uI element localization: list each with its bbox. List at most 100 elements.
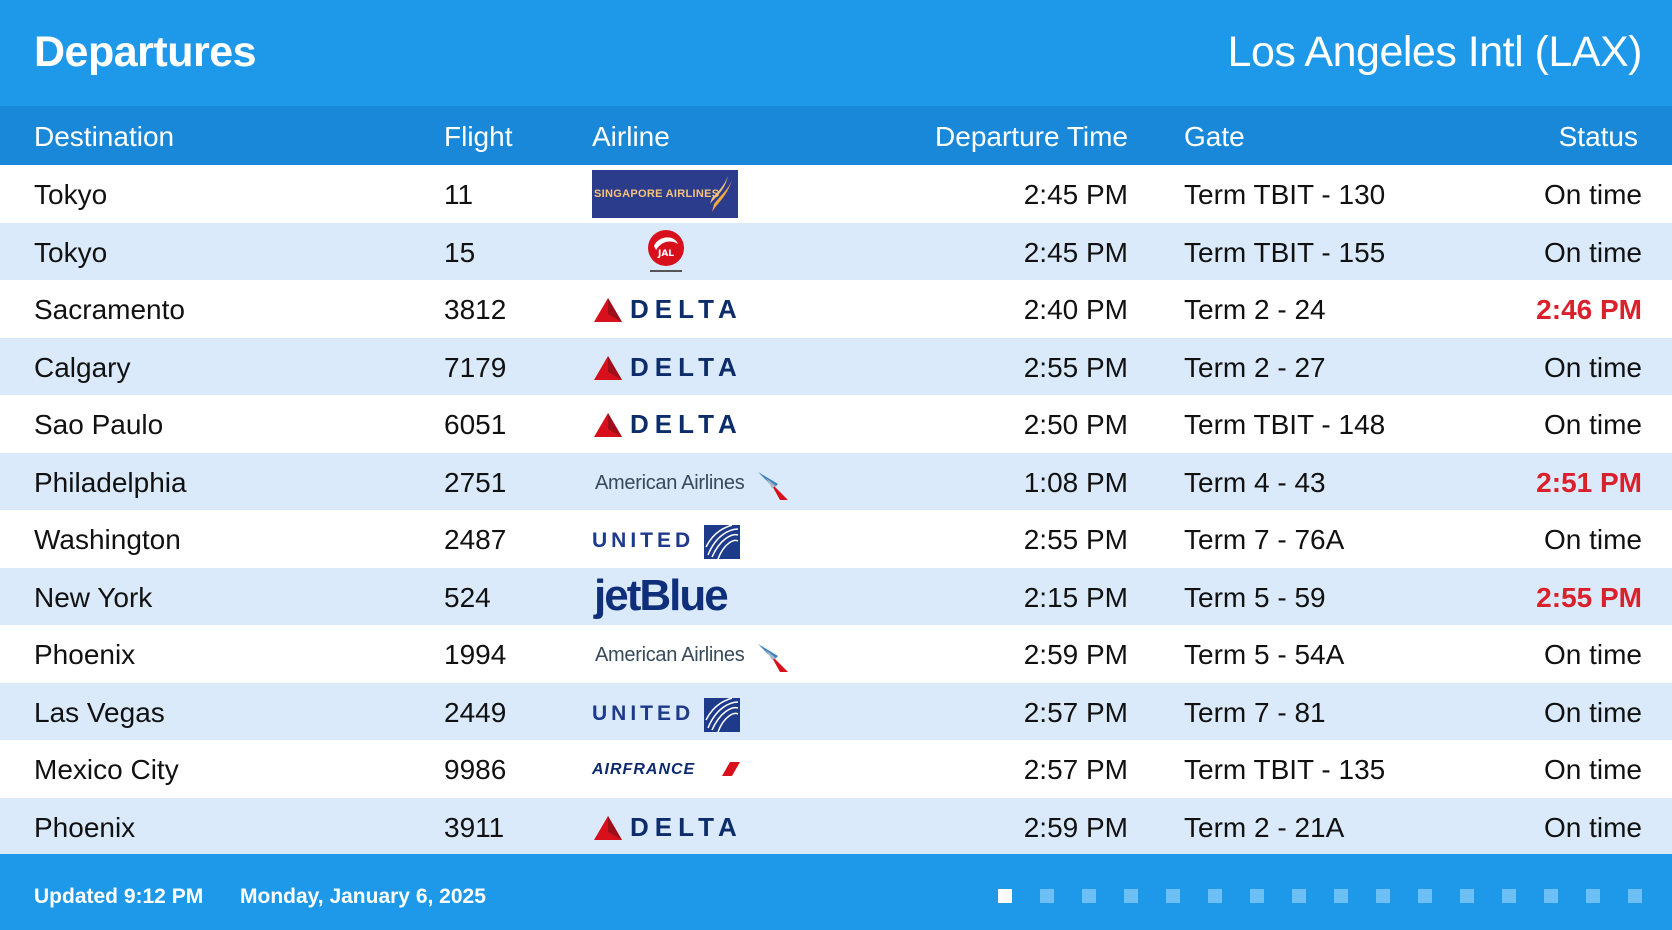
page-dot[interactable] [1082, 889, 1096, 903]
gate-cell: Term 4 - 43 [1184, 466, 1326, 498]
page-dot[interactable] [1250, 889, 1264, 903]
table-row: Phoenix 1994 American Airlines 2:59 PM Ter… [0, 625, 1672, 683]
page-dot[interactable] [1124, 889, 1138, 903]
flight-number-cell: 6051 [444, 409, 507, 440]
united-logo-text: UNITED [592, 529, 695, 552]
departure-time-cell: 2:57 PM [1023, 754, 1128, 785]
flight-number-cell: 7179 [444, 351, 507, 383]
delta-logo-text: DELTA [630, 811, 743, 842]
singapore-airlines-logo-text: SINGAPORE AIRLINES [594, 188, 720, 200]
column-departure-time: Departure Time [935, 121, 1128, 152]
page-dot[interactable] [1292, 889, 1306, 903]
destination-cell: Calgary [34, 351, 131, 383]
airline-cell: American Airlines [592, 630, 792, 678]
delta-logo: DELTA [592, 293, 752, 327]
flight-number-cell: 3911 [444, 811, 505, 843]
gate-cell: Term 5 - 59 [1184, 581, 1326, 613]
gate-cell: Term TBIT - 130 [1184, 179, 1386, 210]
airline-cell: JAL [592, 228, 792, 276]
page-dot[interactable] [1418, 889, 1432, 903]
departure-time-cell: 2:59 PM [1023, 639, 1128, 670]
status-cell: On time [1543, 639, 1642, 670]
page-dot[interactable] [1544, 889, 1558, 903]
status-cell: On time [1543, 696, 1642, 728]
gate-cell: Term TBIT - 135 [1184, 754, 1386, 785]
status-cell: 2:55 PM [1536, 581, 1642, 613]
delta-logo: DELTA [592, 408, 752, 442]
airline-cell: jetBlue [592, 570, 792, 621]
page-dot[interactable] [1586, 889, 1600, 903]
page-dot[interactable] [1460, 889, 1474, 903]
table-row: Calgary 7179 DELTA 2:55 PM Term 2 - 27 On t… [0, 337, 1672, 395]
jetblue-logo-text: jetBlue [594, 570, 729, 620]
delta-widget-icon [594, 413, 622, 437]
air-france-stripe-icon [722, 762, 740, 776]
destination-cell: Philadelphia [34, 466, 187, 498]
destination-cell: Sao Paulo [34, 409, 164, 440]
status-cell: On time [1543, 236, 1642, 268]
flight-number-cell: 11 [444, 179, 474, 210]
flight-number-cell: 1994 [444, 639, 507, 670]
column-status: Status [1558, 121, 1638, 152]
page-dot[interactable] [998, 889, 1012, 903]
singapore-airlines-logo: SINGAPORE AIRLINES [592, 170, 738, 218]
united-logo-text: UNITED [592, 701, 695, 725]
page-dot[interactable] [1502, 889, 1516, 903]
airline-cell: UNITED [592, 688, 792, 736]
page-dot[interactable] [1376, 889, 1390, 903]
destination-cell: New York [34, 581, 153, 613]
page-dot[interactable] [1334, 889, 1348, 903]
airline-cell: SINGAPORE AIRLINES [592, 170, 792, 218]
page-dot[interactable] [1166, 889, 1180, 903]
gate-cell: Term 7 - 81 [1184, 696, 1326, 728]
table-row: Sao Paulo 6051 DELTA 2:50 PM Term TBIT - 1… [0, 395, 1672, 453]
departure-time-cell: 2:59 PM [1023, 811, 1128, 843]
flights-table: Tokyo 11 SINGAPORE AIRLINES 2:45 PM Term T… [0, 165, 1672, 855]
airline-cell: DELTA [592, 343, 792, 391]
airport-name: Los Angeles Intl (LAX) [1227, 28, 1643, 76]
airline-cell: DELTA [592, 803, 792, 851]
gate-cell: Term TBIT - 155 [1184, 236, 1386, 268]
page-dot[interactable] [1040, 889, 1054, 903]
airline-cell: AIRFRANCE [592, 745, 792, 793]
table-row: Las Vegas 2449 UNITED 2:57 PM Term 7 - 81 O… [0, 682, 1672, 740]
column-header-row: Destination Flight Airline Departure Tim… [0, 106, 1672, 165]
column-gate: Gate [1184, 121, 1245, 152]
united-globe-icon [704, 697, 740, 732]
destination-cell: Phoenix [34, 639, 136, 670]
singapore-bird-icon [710, 176, 732, 212]
table-row: Phoenix 3911 DELTA 2:59 PM Term 2 - 21A On … [0, 797, 1672, 855]
gate-cell: Term 7 - 76A [1184, 524, 1345, 555]
table-row: New York 524 jetBlue 2:15 PM Term 5 - 59 2:… [0, 567, 1672, 625]
united-globe-icon [704, 525, 740, 559]
status-cell: On time [1543, 409, 1642, 440]
japan-airlines-logo: JAL [644, 228, 688, 276]
american-airlines-logo-text: American Airlines [595, 644, 745, 666]
destination-cell: Tokyo [34, 236, 108, 268]
flight-number-cell: 3812 [444, 294, 507, 325]
column-destination: Destination [34, 121, 175, 152]
delta-widget-icon [594, 815, 622, 840]
departure-time-cell: 2:45 PM [1023, 236, 1128, 268]
title-bar: Departures Los Angeles Intl (LAX) [0, 0, 1672, 106]
delta-logo-text: DELTA [630, 409, 743, 439]
table-row: Tokyo 15 JAL 2:45 PM Term TBIT - 155 On tim… [0, 222, 1672, 280]
table-row: Washington 2487 UNITED 2:55 PM Term 7 - 76… [0, 510, 1672, 568]
column-airline: Airline [592, 121, 670, 152]
page-dot[interactable] [1208, 889, 1222, 903]
table-row: Mexico City 9986 AIRFRANCE 2:57 PM Term TB… [0, 740, 1672, 798]
page-dot[interactable] [1628, 889, 1642, 903]
status-cell: On time [1543, 811, 1642, 843]
gate-cell: Term 5 - 54A [1184, 639, 1345, 670]
page-title: Departures [34, 28, 257, 76]
column-flight: Flight [444, 121, 513, 152]
american-flight-symbol-icon [758, 471, 788, 500]
departure-time-cell: 2:57 PM [1023, 696, 1128, 728]
status-cell: On time [1543, 754, 1642, 785]
destination-cell: Mexico City [34, 754, 179, 785]
destination-cell: Las Vegas [34, 696, 165, 728]
status-cell: On time [1543, 524, 1642, 555]
destination-cell: Sacramento [34, 294, 185, 325]
delta-widget-icon [594, 355, 622, 380]
